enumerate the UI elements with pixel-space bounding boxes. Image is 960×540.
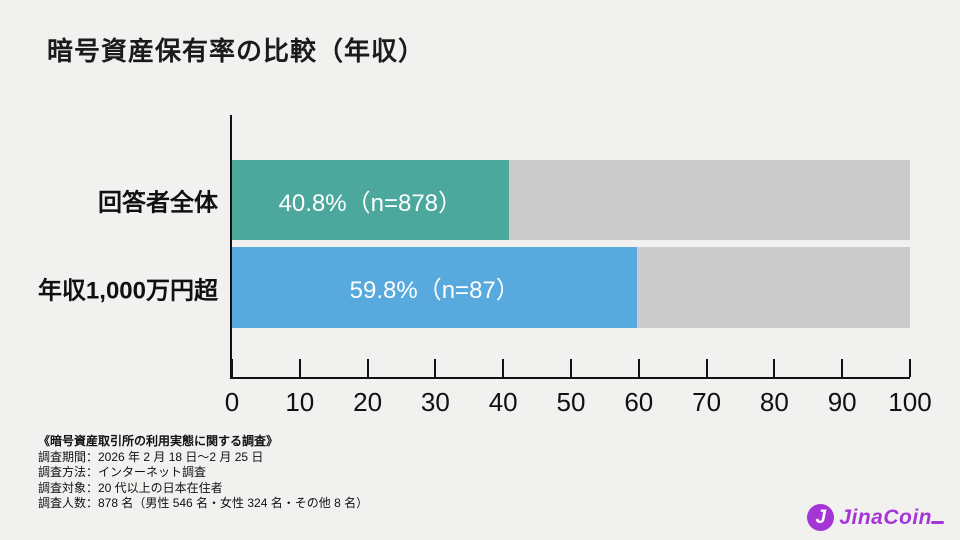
bar-value-label: 59.8%（n=87）	[349, 277, 520, 304]
bar-value-label: 40.8%（n=878）	[278, 189, 463, 217]
axis-tick-label: 80	[759, 387, 789, 417]
axis-tick	[705, 359, 708, 377]
jinacoin-logo-icon: J	[807, 504, 835, 531]
axis-tick	[909, 359, 911, 377]
bar-fill-all-respondents: 40.8%（n=878）	[232, 160, 509, 240]
axis-tick	[298, 359, 301, 377]
axis-tick-label: 60	[624, 387, 654, 417]
axis-tick	[434, 359, 437, 377]
axis-tick	[502, 359, 505, 377]
axis-tick-label: 30	[420, 387, 450, 417]
bar-track: 59.8%（n=87）	[232, 247, 910, 328]
bar-chart: 40.8%（n=878） 59.8%（n=87） 0 10 20 30 40 50 60 70…	[225, 115, 932, 417]
category-label-all-respondents: 回答者全体	[98, 189, 218, 217]
axis-tick-label: 40	[488, 387, 518, 417]
axis-tick-label: 10	[285, 387, 315, 417]
axis-tick-label: 100	[888, 387, 932, 417]
axis-tick	[841, 359, 844, 377]
axis-tick	[570, 359, 572, 377]
axis-tick	[637, 359, 640, 377]
axis-tick-label: 0	[224, 387, 240, 417]
category-label-income-over-10m: 年収1,000万円超	[37, 277, 218, 305]
survey-note-line: 調査期間：2026 年 2 月 18 日～2 月 25 日	[38, 449, 264, 464]
axis-tick	[366, 359, 369, 377]
survey-note-line: 調査人数：878 名（男性 546 名・女性 324 名・その他 8 名）	[38, 496, 369, 510]
survey-notes: 《暗号資産取引所の利用実態に関する調査》 調査期間：2026 年 2 月 18 …	[38, 434, 368, 512]
bar-fill-income-over-10m: 59.8%（n=87）	[232, 247, 638, 328]
jinacoin-logo: J JinaCoin	[807, 504, 944, 531]
jinacoin-logo-text: JinaCoin	[839, 506, 944, 530]
axis-tick	[231, 359, 233, 377]
axis-tick-label: 20	[353, 387, 383, 417]
survey-note-line: 調査方法：インターネット調査	[38, 465, 207, 479]
axis-tick-label: 50	[556, 387, 586, 417]
axis-tick-label: 90	[827, 387, 857, 417]
axis-tick-label: 70	[692, 387, 722, 417]
survey-note-line: 調査対象：20 代以上の日本在住者	[38, 480, 223, 495]
survey-notes-heading: 《暗号資産取引所の利用実態に関する調査》	[38, 434, 279, 448]
page-title: 暗号資産保有率の比較（年収）	[47, 36, 426, 66]
axis-tick	[773, 359, 776, 377]
bar-track: 40.8%（n=878）	[232, 160, 910, 240]
